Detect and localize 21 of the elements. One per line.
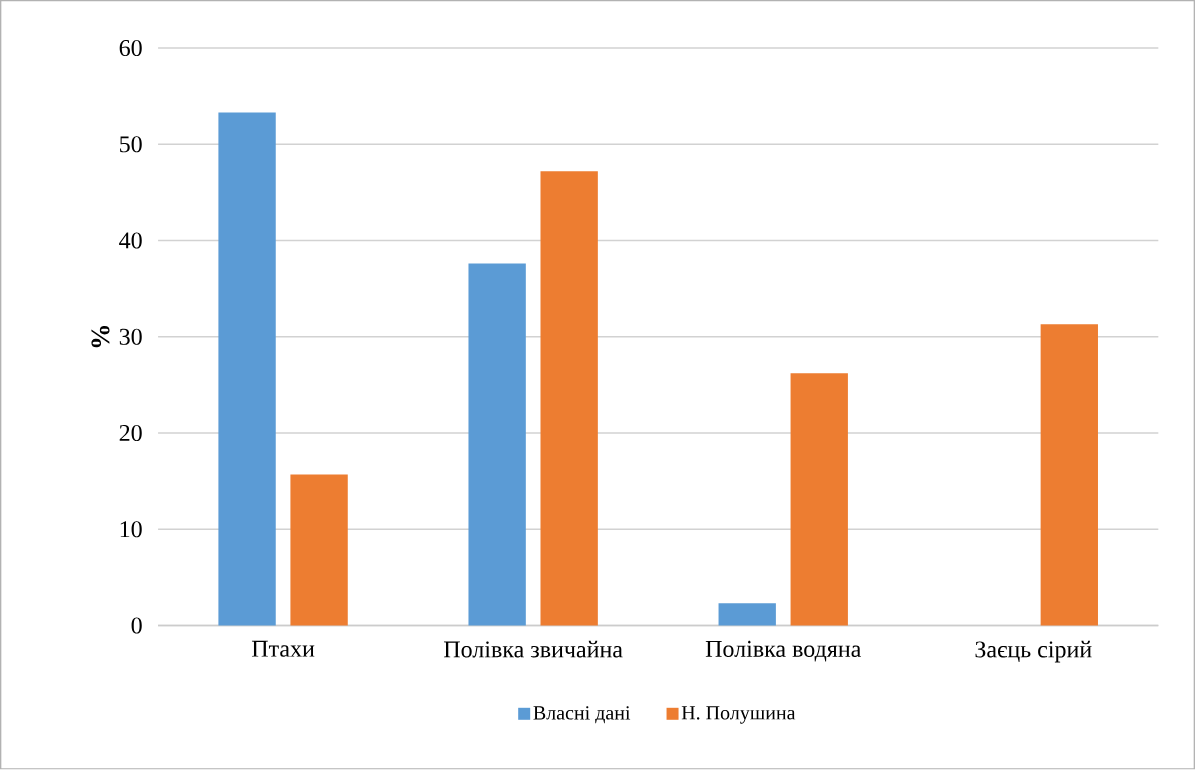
- legend-label: Н. Полушина: [681, 706, 796, 724]
- y-tick-label: 50: [120, 136, 142, 153]
- bar: [290, 474, 348, 626]
- legend-label: Власні дані: [533, 706, 631, 724]
- bar: [468, 263, 526, 626]
- bar: [218, 112, 276, 626]
- x-tick-label: Птахи: [251, 641, 315, 658]
- y-axis-title: %: [91, 326, 110, 348]
- bar: [790, 373, 848, 626]
- y-tick-label: 30: [119, 328, 142, 346]
- y-tick-label: 60: [119, 40, 142, 57]
- bar: [1040, 324, 1098, 626]
- y-tick-label: 40: [119, 232, 142, 249]
- y-tick-label: 0: [131, 617, 142, 634]
- x-tick-label: Полівка водяна: [705, 641, 862, 662]
- y-tick-label: 10: [120, 521, 142, 538]
- bar: [540, 171, 598, 626]
- x-tick-label: Полівка звичайна: [443, 641, 623, 658]
- x-tick-label: Заєць сірий: [975, 641, 1092, 663]
- bar: [718, 603, 776, 626]
- y-tick-label: 20: [119, 425, 142, 442]
